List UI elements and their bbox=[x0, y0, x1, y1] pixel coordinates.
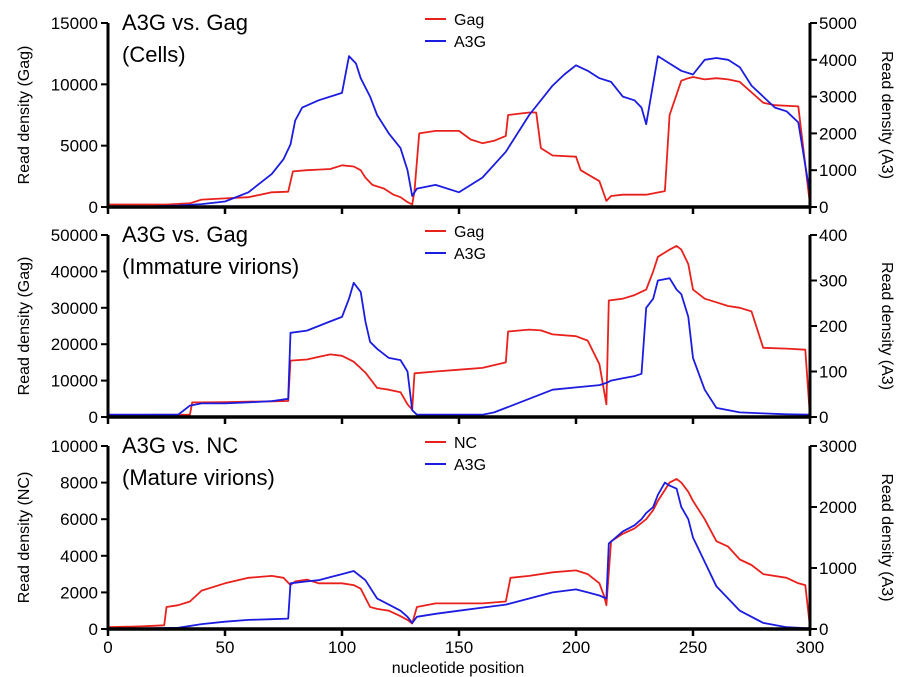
legend-label-gag: Gag bbox=[454, 12, 484, 29]
panel-title-line: A3G vs. Gag bbox=[122, 222, 248, 247]
legend-label-gag: Gag bbox=[454, 224, 484, 241]
right-y-axis-title: Read density (A3) bbox=[878, 473, 895, 601]
right-y-tick-label: 300 bbox=[819, 272, 847, 291]
right-y-tick-label: 200 bbox=[819, 317, 847, 336]
legend-label-nc: NC bbox=[454, 435, 477, 452]
right-y-tick-label: 2000 bbox=[819, 124, 857, 143]
series-line-a3g bbox=[107, 55, 811, 208]
right-y-tick-label: 0 bbox=[819, 620, 828, 639]
x-tick-label: 0 bbox=[103, 638, 112, 657]
x-tick-label: 300 bbox=[796, 638, 824, 657]
x-tick-label: 50 bbox=[216, 638, 235, 657]
left-y-tick-label: 8000 bbox=[60, 474, 98, 493]
x-axis-title: nucleotide position bbox=[392, 660, 525, 677]
x-tick-label: 250 bbox=[679, 638, 707, 657]
left-y-tick-label: 10000 bbox=[51, 75, 98, 94]
panel-title-line: A3G vs. Gag bbox=[122, 10, 248, 35]
left-y-tick-label: 5000 bbox=[60, 137, 98, 156]
right-y-tick-label: 0 bbox=[819, 408, 828, 427]
right-y-tick-label: 2000 bbox=[819, 498, 857, 517]
right-y-tick-label: 1000 bbox=[819, 161, 857, 180]
left-y-tick-label: 30000 bbox=[51, 299, 98, 318]
left-y-axis-title: Read density (NC) bbox=[16, 472, 33, 604]
legend-label-a3g: A3G bbox=[454, 457, 486, 474]
right-y-tick-label: 400 bbox=[819, 226, 847, 245]
legend-label-a3g: A3G bbox=[454, 246, 486, 263]
left-y-tick-label: 0 bbox=[89, 408, 98, 427]
x-tick-label: 150 bbox=[445, 638, 473, 657]
left-y-axis-title: Read density (Gag) bbox=[16, 46, 33, 185]
panel-2: 0 10000 20000 30000 40000 50000 0 100 200 300 400 R… bbox=[16, 222, 895, 427]
x-tick-label: 200 bbox=[562, 638, 590, 657]
panel-title-line: (Immature virions) bbox=[122, 254, 299, 279]
series-line-a3g bbox=[108, 481, 811, 630]
panel-title-line: (Cells) bbox=[122, 42, 186, 67]
left-y-tick-label: 10000 bbox=[51, 437, 98, 456]
right-y-tick-label: 4000 bbox=[819, 51, 857, 70]
series-line-nc bbox=[107, 477, 811, 629]
left-y-tick-label: 20000 bbox=[51, 335, 98, 354]
right-y-axis-title: Read density (A3) bbox=[878, 51, 895, 179]
right-y-tick-label: 3000 bbox=[819, 88, 857, 107]
left-y-tick-label: 4000 bbox=[60, 547, 98, 566]
left-y-tick-label: 0 bbox=[89, 198, 98, 217]
left-y-tick-label: 6000 bbox=[60, 510, 98, 529]
right-y-tick-label: 1000 bbox=[819, 559, 857, 578]
left-y-tick-label: 2000 bbox=[60, 583, 98, 602]
series-line-a3g bbox=[108, 277, 811, 416]
right-y-tick-label: 0 bbox=[819, 198, 828, 217]
left-y-tick-label: 10000 bbox=[51, 372, 98, 391]
left-y-axis-title: Read density (Gag) bbox=[16, 257, 33, 396]
x-tick-label: 100 bbox=[328, 638, 356, 657]
panel-title-line: A3G vs. NC bbox=[122, 433, 238, 458]
legend-label-a3g: A3G bbox=[454, 34, 486, 51]
panel-title-line: (Mature virions) bbox=[122, 465, 275, 490]
left-y-tick-label: 50000 bbox=[51, 226, 98, 245]
panel-1: 0 5000 10000 15000 0 1000 2000 3000 4000 5000 Read… bbox=[16, 10, 895, 217]
left-y-tick-label: 0 bbox=[89, 620, 98, 639]
right-y-tick-label: 3000 bbox=[819, 437, 857, 456]
series-line-gag bbox=[108, 76, 811, 206]
right-y-tick-label: 100 bbox=[819, 363, 847, 382]
left-y-tick-label: 15000 bbox=[51, 14, 98, 33]
left-y-tick-label: 40000 bbox=[51, 262, 98, 281]
right-y-tick-label: 5000 bbox=[819, 14, 857, 33]
right-y-axis-title: Read density (A3) bbox=[878, 262, 895, 390]
panel-3: 0 2000 4000 6000 8000 10000 0 1000 2000 3000 0 50 10… bbox=[16, 433, 895, 657]
